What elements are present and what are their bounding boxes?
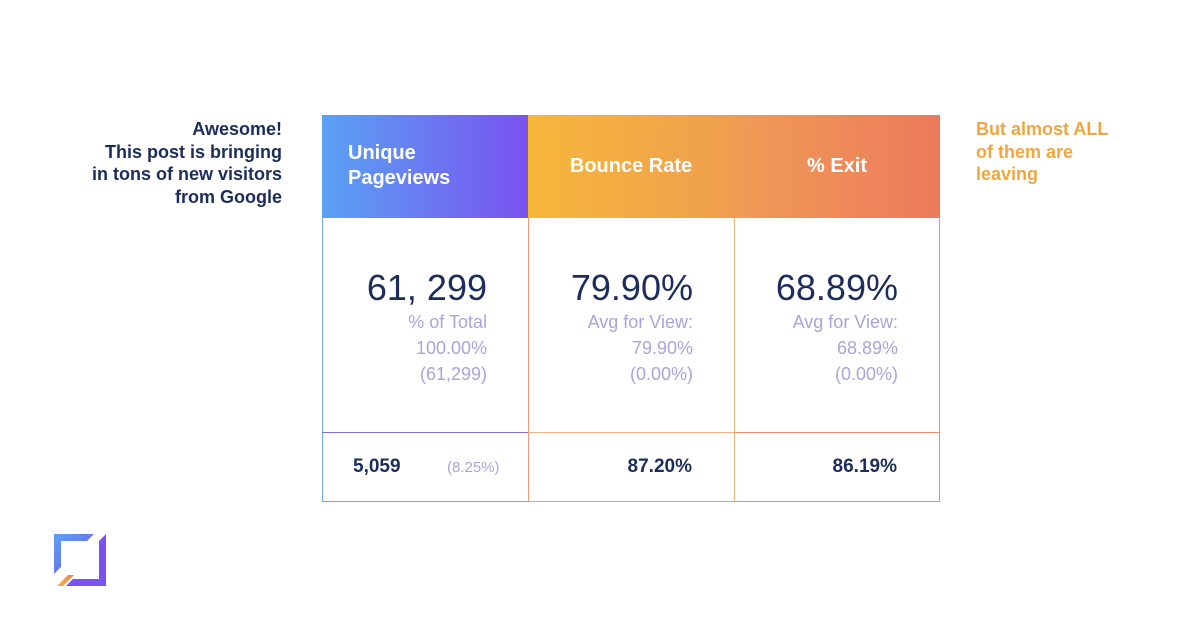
footer-value: 5,059 bbox=[353, 456, 401, 477]
metric-subtext-line: 79.90% bbox=[631, 338, 693, 358]
metric-subtext-line: Avg for View: bbox=[792, 312, 898, 332]
left-annotation: Awesome! This post is bringing in tons o… bbox=[40, 118, 282, 208]
right-annotation-line: leaving bbox=[976, 164, 1039, 184]
metric-subtext-line: (61,299) bbox=[419, 364, 487, 384]
analytics-stats-table: Unique Pageviews 61, 299 % of Total 100.… bbox=[322, 115, 940, 502]
footer-cell: 5,059 (8.25%) bbox=[322, 432, 528, 502]
column-header-percent-exit: % Exit bbox=[734, 115, 940, 218]
column-header-bounce-rate: Bounce Rate bbox=[528, 115, 734, 218]
footer-cell: 86.19% bbox=[734, 432, 940, 502]
metric-subtext-line: Avg for View: bbox=[587, 312, 693, 332]
left-annotation-line: This post is bringing bbox=[105, 141, 282, 162]
metric-subtext: Avg for View: 68.89% (0.00%) bbox=[793, 309, 898, 387]
metric-cell: 61, 299 % of Total 100.00% (61,299) bbox=[322, 218, 528, 432]
metric-cell: 79.90% Avg for View: 79.90% (0.00%) bbox=[528, 218, 734, 432]
metric-subtext-line: 100.00% bbox=[415, 338, 487, 358]
header-label: Bounce Rate bbox=[569, 155, 693, 177]
column-header-unique-pageviews: Unique Pageviews bbox=[322, 115, 528, 218]
metric-value: 61, 299 bbox=[366, 267, 487, 308]
column-bounce-rate: Bounce Rate 79.90% Avg for View: 79.90% … bbox=[528, 115, 734, 502]
brand-logo-icon bbox=[54, 534, 106, 586]
header-label-line: Unique bbox=[348, 142, 416, 164]
metric-subtext-line: (0.00%) bbox=[834, 364, 898, 384]
header-label: % Exit bbox=[806, 155, 868, 177]
header-label-line: Pageviews bbox=[348, 167, 451, 189]
right-annotation: But almost ALL of them are leaving bbox=[976, 118, 1176, 186]
column-unique-pageviews: Unique Pageviews 61, 299 % of Total 100.… bbox=[322, 115, 528, 502]
footer-percent: (8.25%) bbox=[447, 459, 500, 476]
footer-cell: 87.20% bbox=[528, 432, 734, 502]
metric-value: 68.89% bbox=[775, 267, 898, 308]
right-annotation-line: of them are bbox=[976, 141, 1074, 162]
column-percent-exit: % Exit 68.89% Avg for View: 68.89% (0.00… bbox=[734, 115, 940, 502]
left-annotation-line: from Google bbox=[175, 186, 282, 207]
metric-subtext-line: 68.89% bbox=[836, 338, 898, 358]
metric-value: 79.90% bbox=[570, 267, 693, 308]
footer-value: 87.20% bbox=[627, 456, 692, 477]
right-annotation-line: But almost ALL bbox=[976, 119, 1109, 139]
metric-subtext-line: (0.00%) bbox=[629, 364, 693, 384]
left-annotation-line: Awesome! bbox=[192, 119, 282, 139]
left-annotation-line: in tons of new visitors bbox=[91, 164, 282, 184]
metric-cell: 68.89% Avg for View: 68.89% (0.00%) bbox=[734, 218, 940, 432]
metric-subtext: % of Total 100.00% (61,299) bbox=[408, 309, 487, 387]
footer-value: 86.19% bbox=[832, 456, 897, 477]
metric-subtext-line: % of Total bbox=[408, 312, 487, 332]
metric-subtext: Avg for View: 79.90% (0.00%) bbox=[588, 309, 693, 387]
